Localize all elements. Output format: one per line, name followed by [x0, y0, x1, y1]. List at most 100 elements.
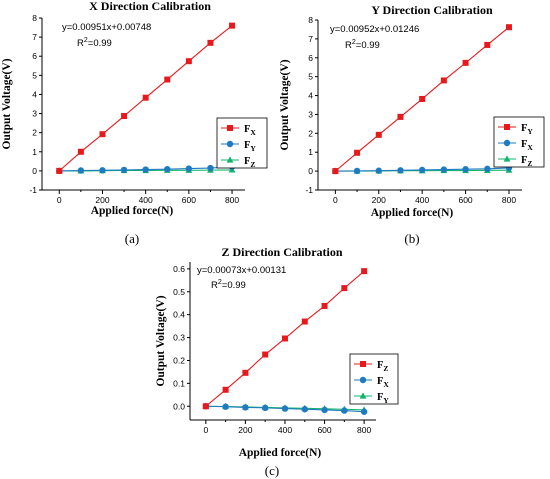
legend-label-sub: Y	[250, 144, 256, 153]
data-point	[321, 406, 328, 414]
y-tick-label: 3	[32, 109, 37, 119]
data-point	[222, 403, 229, 410]
data-point	[142, 166, 149, 173]
x-axis-label: Applied force(N)	[91, 205, 174, 217]
legend-label: FZ	[244, 156, 255, 169]
chart-2: Z Direction Calibration 0.0 0.1 0.2 0.3 0.4 0.…	[155, 245, 399, 478]
data-point	[397, 167, 404, 174]
r-squared-base: R	[77, 38, 84, 49]
y-tick-label: 1	[32, 147, 37, 157]
y-tick-label: 0.2	[173, 355, 185, 365]
legend-label-sub: X	[527, 143, 533, 152]
data-point	[281, 405, 289, 412]
fit-equation: y=0.00952x+0.01246	[330, 24, 419, 35]
y-tick-label: 0.4	[173, 310, 185, 320]
data-point	[301, 318, 308, 325]
data-point	[242, 369, 249, 376]
legend-label: FY	[521, 123, 533, 136]
data-point	[262, 351, 269, 358]
y-tick-label: 6	[32, 51, 37, 61]
data-point	[185, 165, 193, 172]
data-point	[229, 22, 236, 29]
x-tick-label: 800	[225, 195, 239, 205]
chart-title: Y Direction Calibration	[371, 3, 493, 17]
y-tick-label: 0	[308, 166, 313, 176]
legend-label-name: F	[244, 124, 250, 135]
data-point	[341, 407, 348, 414]
legend-label-sub: Z	[250, 160, 255, 169]
y-tick-label: 0.1	[173, 378, 185, 388]
y-tick-label: 0.3	[173, 333, 185, 343]
legend-label-name: F	[377, 392, 383, 403]
data-point	[77, 167, 85, 174]
legend-marker	[359, 392, 367, 399]
y-tick-label: 5	[308, 72, 313, 82]
data-point	[242, 404, 249, 411]
x-tick-label: 800	[502, 195, 516, 205]
data-point	[440, 77, 447, 84]
data-point	[207, 164, 214, 172]
series-FX	[56, 22, 236, 174]
y-tick-label: 1	[308, 147, 313, 157]
data-point	[164, 165, 171, 173]
y-tick-label: 0.0	[173, 401, 185, 411]
legend-label-name: F	[244, 140, 250, 151]
y-tick-label: 0.5	[173, 287, 185, 297]
y-tick-label: 8	[308, 15, 313, 25]
x-tick-label: 0	[203, 425, 208, 435]
x-tick-label: 600	[182, 195, 196, 205]
legend-label-sub: Z	[383, 364, 388, 373]
data-point	[185, 58, 192, 65]
legend-label-name: F	[521, 155, 527, 166]
data-point	[261, 404, 269, 412]
legend-label-name: F	[244, 156, 250, 167]
panel-caption: (b)	[404, 231, 419, 246]
legend-label-name: F	[377, 376, 383, 387]
legend-label: FX	[521, 139, 533, 152]
y-tick-label: -1	[29, 185, 37, 195]
legend-label: FX	[377, 376, 389, 389]
x-axis-label: Applied force(N)	[239, 447, 322, 459]
data-point	[419, 95, 426, 102]
legend-marker	[226, 140, 234, 148]
legend-label-sub: X	[383, 380, 389, 389]
r-squared-sup: 2	[218, 279, 222, 286]
data-point	[99, 167, 106, 174]
y-tick-label: -1	[305, 185, 313, 195]
x-tick-label: 0	[333, 195, 338, 205]
data-point	[56, 167, 63, 174]
data-point	[484, 41, 491, 48]
legend-label: FY	[377, 392, 389, 405]
r-squared: R2=0.99	[77, 37, 112, 49]
panel-caption: (a)	[125, 231, 139, 246]
data-point	[202, 403, 209, 410]
r-squared-value: =0.99	[356, 40, 380, 51]
x-tick-label: 200	[238, 425, 252, 435]
fit-equation: y=0.00073x+0.00131	[197, 265, 286, 276]
y-tick-label: 4	[32, 89, 37, 99]
legend-marker	[359, 376, 367, 384]
r-squared-value: =0.99	[222, 280, 246, 291]
legend-label-sub: X	[250, 128, 256, 137]
chart-0: X Direction Calibration -1 0 1 2 3 4 5 6 7 8 0 200 40…	[1, 0, 268, 246]
r-squared: R2=0.99	[345, 39, 380, 51]
data-point	[341, 285, 348, 292]
data-point	[121, 113, 128, 120]
r-squared-base: R	[211, 280, 218, 291]
legend-label: FZ	[521, 155, 532, 168]
y-axis-label: Output Voltage(V)	[1, 58, 13, 149]
x-tick-label: 200	[372, 195, 386, 205]
data-point	[321, 302, 328, 309]
chart-title: Z Direction Calibration	[221, 245, 342, 259]
legend-label-sub: Y	[383, 396, 389, 405]
y-axis-label: Output Voltage(V)	[279, 59, 291, 150]
y-tick-label: 3	[308, 109, 313, 119]
data-point	[397, 113, 404, 120]
data-point	[418, 166, 426, 174]
legend-label-name: F	[521, 123, 527, 134]
r-squared-sup: 2	[352, 39, 356, 46]
legend-marker	[227, 125, 233, 131]
